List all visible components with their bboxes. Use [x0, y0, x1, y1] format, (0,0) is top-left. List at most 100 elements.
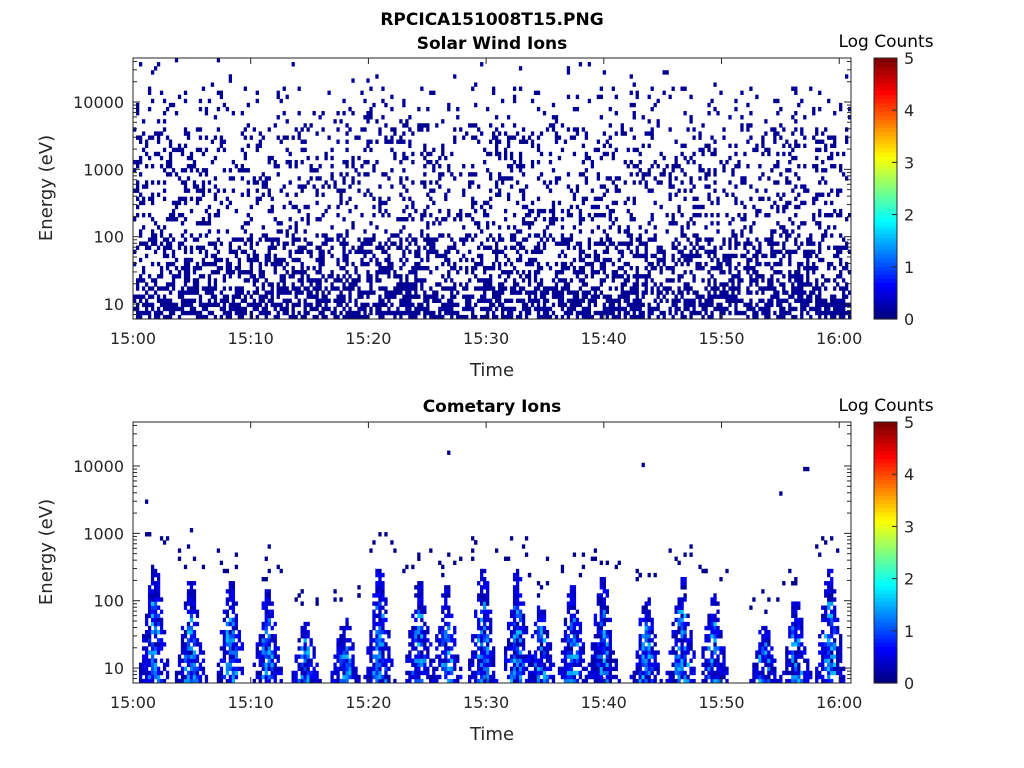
solar-wind-count-cell: [150, 229, 155, 234]
solar-wind-count-cell: [674, 298, 678, 303]
solar-wind-count-cell: [165, 306, 170, 312]
solar-wind-count-cell: [444, 253, 448, 259]
solar-wind-count-cell: [734, 196, 738, 202]
cometary-count-cell: [294, 674, 298, 680]
solar-wind-count-cell: [357, 180, 361, 185]
cometary-count-cell: [156, 674, 161, 680]
solar-wind-count-cell: [620, 290, 624, 295]
cometary-count-cell: [450, 658, 454, 663]
colorbar-segment: [874, 111, 897, 116]
solar-wind-count-cell: [641, 115, 645, 120]
solar-wind-count-cell: [668, 310, 672, 316]
solar-wind-count-cell: [584, 282, 589, 287]
solar-wind-count-cell: [560, 286, 565, 291]
solar-wind-count-cell: [408, 306, 412, 312]
solar-wind-count-cell: [656, 119, 660, 124]
solar-wind-count-cell: [770, 298, 774, 303]
solar-wind-count-cell: [270, 294, 274, 299]
solar-wind-count-cell: [438, 233, 442, 238]
solar-wind-count-cell: [174, 58, 179, 63]
solar-wind-count-cell: [390, 184, 394, 189]
solar-wind-count-cell: [527, 294, 532, 299]
solar-wind-count-cell: [210, 253, 215, 259]
cometary-count-cell: [342, 674, 346, 680]
solar-wind-count-cell: [752, 310, 756, 316]
cometary-count-cell: [444, 601, 448, 606]
solar-wind-count-cell: [216, 237, 221, 242]
solar-wind-count-cell: [497, 176, 502, 181]
solar-wind-count-cell: [375, 257, 379, 263]
solar-wind-count-cell: [375, 159, 379, 165]
solar-wind-count-cell: [441, 314, 445, 320]
solar-wind-count-cell: [378, 265, 382, 271]
cometary-count-cell: [153, 593, 158, 598]
solar-wind-count-cell: [725, 257, 729, 263]
cometary-count-cell: [177, 670, 182, 676]
solar-wind-count-cell: [803, 188, 807, 193]
solar-wind-count-cell: [779, 233, 783, 238]
solar-wind-count-cell: [719, 270, 723, 275]
solar-wind-count-cell: [183, 257, 188, 263]
cometary-count-cell: [333, 597, 337, 602]
solar-wind-count-cell: [258, 176, 262, 181]
solar-wind-count-cell: [509, 286, 514, 291]
solar-wind-count-cell: [713, 290, 717, 295]
cometary-count-cell: [240, 670, 244, 676]
solar-wind-count-cell: [159, 164, 164, 169]
solar-wind-count-cell: [156, 286, 161, 291]
colorbar-tick-label: 0: [904, 310, 914, 329]
solar-wind-count-cell: [833, 208, 837, 214]
solar-wind-count-cell: [429, 188, 433, 193]
solar-wind-count-cell: [321, 310, 325, 316]
solar-wind-count-cell: [168, 245, 173, 250]
solar-wind-count-cell: [524, 139, 529, 144]
solar-wind-count-cell: [405, 298, 409, 303]
solar-wind-count-cell: [330, 155, 334, 161]
cometary-count-cell: [186, 642, 191, 647]
solar-wind-count-cell: [710, 274, 714, 279]
solar-wind-count-cell: [770, 278, 774, 283]
solar-wind-count-cell: [252, 298, 256, 303]
cometary-count-cell: [144, 613, 149, 619]
solar-wind-count-cell: [228, 245, 233, 250]
solar-wind-count-cell: [533, 298, 538, 303]
cometary-count-cell: [144, 532, 149, 537]
solar-wind-count-cell: [755, 290, 759, 295]
solar-wind-count-cell: [638, 241, 642, 246]
cometary-count-cell: [351, 646, 355, 651]
solar-wind-count-cell: [548, 314, 553, 320]
solar-wind-count-cell: [387, 274, 391, 279]
solar-wind-count-cell: [294, 294, 298, 299]
solar-wind-count-cell: [719, 265, 723, 271]
cometary-count-cell: [381, 650, 385, 655]
solar-wind-count-cell: [447, 302, 451, 308]
solar-wind-count-cell: [638, 225, 642, 230]
solar-wind-count-cell: [626, 233, 630, 238]
solar-wind-count-cell: [222, 278, 227, 283]
solar-wind-count-cell: [689, 180, 693, 185]
solar-wind-count-cell: [231, 306, 236, 312]
solar-wind-count-cell: [348, 208, 352, 214]
solar-wind-count-cell: [453, 310, 457, 316]
solar-wind-count-cell: [506, 135, 511, 140]
solar-wind-count-cell: [384, 302, 388, 308]
solar-wind-count-cell: [237, 261, 241, 267]
solar-wind-count-cell: [569, 204, 574, 210]
solar-wind-count-cell: [444, 257, 448, 263]
solar-wind-count-cell: [198, 294, 203, 299]
solar-wind-count-cell: [608, 208, 612, 214]
solar-wind-count-cell: [261, 180, 265, 185]
solar-wind-count-cell: [234, 237, 239, 242]
solar-wind-count-cell: [345, 123, 349, 128]
solar-wind-count-cell: [650, 135, 654, 140]
cometary-count-cell: [225, 670, 230, 676]
solar-wind-count-cell: [815, 131, 819, 136]
solar-wind-count-cell: [515, 290, 520, 295]
solar-wind-count-cell: [480, 261, 484, 267]
solar-wind-count-cell: [291, 233, 295, 238]
solar-wind-count-cell: [474, 135, 478, 140]
solar-wind-count-cell: [210, 294, 215, 299]
solar-wind-count-cell: [162, 298, 167, 303]
solar-wind-count-cell: [689, 302, 693, 308]
solar-wind-count-cell: [333, 278, 337, 283]
